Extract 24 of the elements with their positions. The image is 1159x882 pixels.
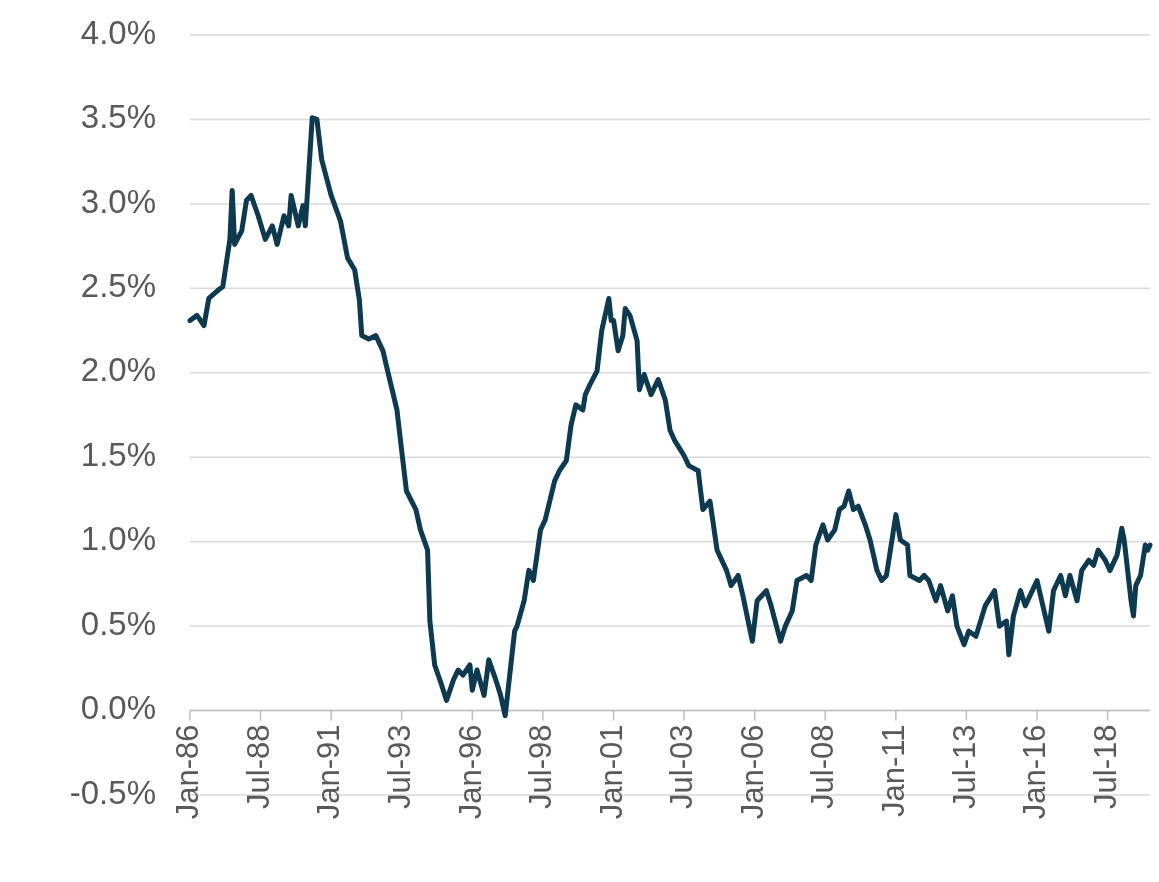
x-tick-label: Jul-18 bbox=[1087, 724, 1123, 809]
x-tick-label: Jan-16 bbox=[1017, 724, 1053, 820]
x-tick-label: Jan-11 bbox=[876, 724, 912, 818]
y-tick-label: 2.0% bbox=[80, 351, 156, 389]
y-tick-label: 3.0% bbox=[80, 182, 156, 220]
y-tick-label: 4.0% bbox=[80, 13, 156, 51]
y-tick-label: 1.0% bbox=[80, 520, 156, 558]
y-tick-label: 1.5% bbox=[80, 435, 156, 473]
x-tick-label: Jul-88 bbox=[240, 724, 276, 809]
y-tick-label: 0.0% bbox=[80, 689, 156, 727]
x-tick-label: Jul-98 bbox=[523, 724, 559, 809]
x-tick-label: Jul-03 bbox=[664, 724, 700, 809]
x-tick-label: Jul-13 bbox=[946, 724, 982, 809]
x-tick-label: Jan-06 bbox=[734, 724, 770, 820]
x-tick-label: Jul-93 bbox=[381, 724, 417, 809]
y-tick-label: 2.5% bbox=[80, 267, 156, 305]
y-tick-label: -0.5% bbox=[69, 773, 156, 811]
x-tick-label: Jan-96 bbox=[452, 724, 488, 820]
x-tick-label: Jan-86 bbox=[170, 724, 206, 820]
y-tick-label: 0.5% bbox=[80, 604, 156, 642]
x-tick-label: Jan-91 bbox=[311, 724, 347, 820]
y-tick-label: 3.5% bbox=[80, 98, 156, 136]
x-tick-label: Jul-08 bbox=[805, 724, 841, 809]
x-tick-label: Jan-01 bbox=[593, 724, 629, 820]
